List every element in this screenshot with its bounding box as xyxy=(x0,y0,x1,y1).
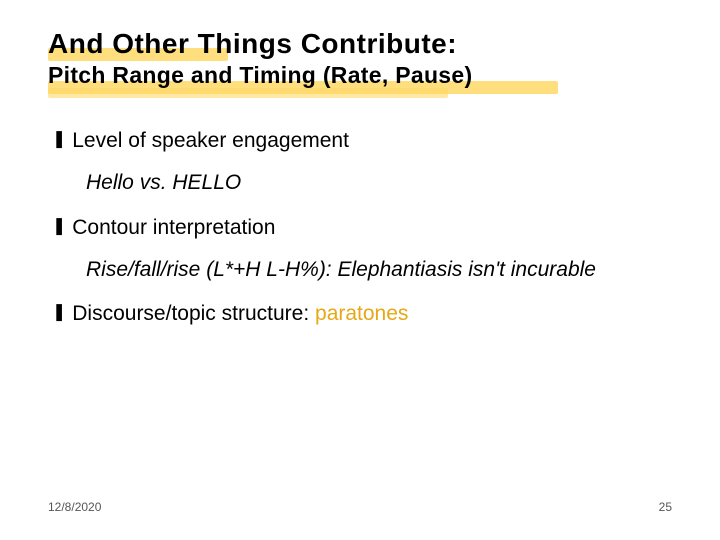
bullet-icon: ❚ xyxy=(52,127,66,151)
bullet-sub-italic: Rise/fall/rise (L*+H L-H%): Elephantiasi… xyxy=(86,256,672,284)
bullet-icon: ❚ xyxy=(52,300,66,324)
footer-date: 12/8/2020 xyxy=(48,500,101,514)
highlight-word: paratones xyxy=(315,302,408,325)
bullet-item: ❚ Level of speaker engagement Hello vs. … xyxy=(52,127,672,198)
bullet-icon: ❚ xyxy=(52,214,66,238)
bullet-row: ❚ Contour interpretation xyxy=(52,214,672,242)
bullet-row: ❚ Level of speaker engagement xyxy=(52,127,672,155)
title-line-2: Pitch Range and Timing (Rate, Pause) xyxy=(48,62,672,89)
bullet-row: ❚ Discourse/topic structure: paratones xyxy=(52,300,672,328)
bullet-text-prefix: Discourse/topic structure: xyxy=(72,302,315,325)
title-line-1: And Other Things Contribute: xyxy=(48,28,672,60)
title-block: And Other Things Contribute: Pitch Range… xyxy=(48,28,672,89)
bullet-sub-italic: Hello vs. HELLO xyxy=(86,169,672,197)
bullet-text: Level of speaker engagement xyxy=(72,127,349,155)
title-highlight-brush xyxy=(48,88,448,98)
slide-container: And Other Things Contribute: Pitch Range… xyxy=(0,0,720,540)
slide-footer: 12/8/2020 25 xyxy=(48,500,672,514)
bullet-text: Discourse/topic structure: paratones xyxy=(72,300,408,328)
bullet-text: Contour interpretation xyxy=(72,214,275,242)
bullet-item: ❚ Discourse/topic structure: paratones xyxy=(52,300,672,328)
bullet-item: ❚ Contour interpretation Rise/fall/rise … xyxy=(52,214,672,285)
footer-page-number: 25 xyxy=(659,500,672,514)
bullet-list: ❚ Level of speaker engagement Hello vs. … xyxy=(52,127,672,329)
